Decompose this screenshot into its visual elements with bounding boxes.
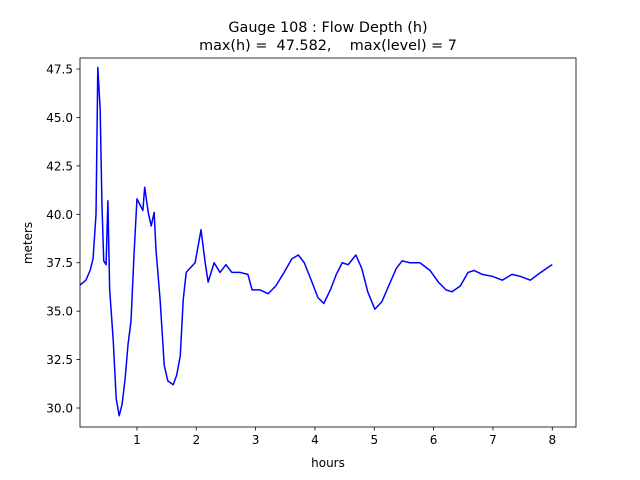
- chart-subtitle: max(h) = 47.582, max(level) = 7: [199, 38, 457, 54]
- y-tick-label: 45.0: [46, 111, 73, 125]
- x-tick-label: 1: [133, 433, 141, 447]
- y-tick-label: 32.5: [46, 353, 73, 367]
- x-tick-label: 8: [548, 433, 556, 447]
- y-tick-label: 37.5: [46, 256, 73, 270]
- plot-frame: [79, 57, 577, 428]
- y-axis-label: meters: [21, 222, 35, 264]
- chart-title: Gauge 108 : Flow Depth (h): [228, 20, 427, 36]
- y-tick-label: 35.0: [46, 305, 73, 319]
- x-tick-label: 3: [252, 433, 260, 447]
- x-tick-label: 7: [489, 433, 497, 447]
- y-tick-label: 40.0: [46, 208, 73, 222]
- x-tick-label: 4: [311, 433, 319, 447]
- x-tick-label: 6: [430, 433, 438, 447]
- data-line: [79, 66, 553, 417]
- y-tick-label: 42.5: [46, 159, 73, 173]
- x-axis-label: hours: [311, 456, 345, 470]
- y-tick-label: 30.0: [46, 402, 73, 416]
- y-tick-label: 47.5: [46, 63, 73, 77]
- x-tick-label: 5: [370, 433, 378, 447]
- x-tick-label: 2: [192, 433, 200, 447]
